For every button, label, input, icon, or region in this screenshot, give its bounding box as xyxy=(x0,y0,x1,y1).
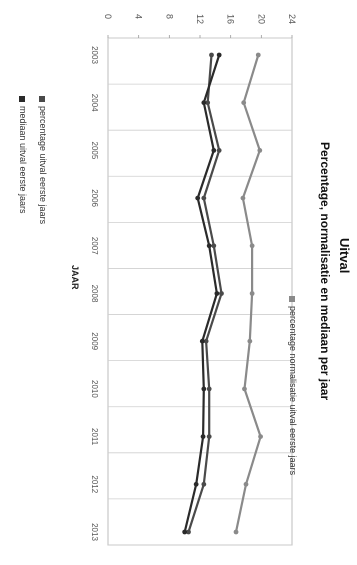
legend-swatch-percentage xyxy=(39,96,46,102)
legend-item-mediaan: mediaan uitval eerste jaars xyxy=(18,96,28,214)
series-point xyxy=(211,148,217,153)
legend-item-percentage: percentage uitval eerste jaars xyxy=(38,96,48,224)
chart-subtitle: Percentage, normalisatie en mediaan per … xyxy=(318,142,332,401)
series-point xyxy=(206,386,212,392)
y-tick-label: 12 xyxy=(195,14,205,24)
y-tick-label: 24 xyxy=(287,14,297,24)
series-point xyxy=(186,529,191,535)
series-point xyxy=(216,148,222,153)
legend-label-normalisatie: percentage normalisatie uitval eerste ja… xyxy=(288,306,298,476)
series-point xyxy=(242,386,247,392)
x-tick-label: 2006 xyxy=(90,189,99,207)
legend-label-mediaan: mediaan uitval eerste jaars xyxy=(18,106,28,214)
series-point xyxy=(201,100,207,106)
series-point xyxy=(205,100,211,106)
legend-item-normalisatie: percentage normalisatie uitval eerste ja… xyxy=(288,296,298,475)
series-point xyxy=(195,195,201,201)
y-tick-label: 0 xyxy=(103,14,113,19)
series-point xyxy=(247,338,253,344)
series-point xyxy=(249,243,255,249)
series-point xyxy=(243,481,249,487)
series-point xyxy=(219,291,224,296)
y-tick-label: 20 xyxy=(256,14,266,24)
series-point xyxy=(258,434,263,439)
series-point xyxy=(216,52,222,58)
series-point xyxy=(240,195,246,201)
x-tick-label: 2012 xyxy=(90,475,99,493)
legend-swatch-normalisatie xyxy=(289,296,296,302)
series-point xyxy=(214,291,220,296)
series-point xyxy=(211,243,217,249)
x-tick-label: 2011 xyxy=(90,428,99,446)
series-point xyxy=(255,52,261,58)
series-point xyxy=(209,52,214,58)
x-tick-label: 2004 xyxy=(90,94,99,112)
x-tick-label: 2009 xyxy=(90,332,99,350)
series-point xyxy=(206,243,212,249)
y-tick-label: 8 xyxy=(164,14,174,19)
plot-area xyxy=(107,37,293,546)
x-tick-label: 2005 xyxy=(90,142,99,160)
x-tick-label: 2010 xyxy=(90,380,99,398)
x-tick-label: 2013 xyxy=(90,523,99,541)
x-tick-label: 2008 xyxy=(90,285,99,303)
series-point xyxy=(203,338,209,344)
series-point xyxy=(200,434,206,439)
series-point xyxy=(257,148,263,153)
series-point xyxy=(233,529,239,535)
x-axis-title: JAAR xyxy=(70,265,80,290)
series-point xyxy=(206,434,212,439)
series-point xyxy=(201,386,207,392)
series-point xyxy=(249,291,255,296)
series-line xyxy=(234,54,262,533)
legend-label-percentage: percentage uitval eerste jaars xyxy=(38,106,48,225)
series-point xyxy=(241,100,247,106)
y-tick-label: 4 xyxy=(134,14,144,19)
series-point xyxy=(201,481,207,487)
legend-swatch-mediaan xyxy=(19,96,26,102)
series-point xyxy=(201,195,207,201)
series-point xyxy=(193,481,199,487)
chart-title: Uitval xyxy=(337,238,352,274)
series-point xyxy=(182,529,188,535)
y-tick-label: 16 xyxy=(226,14,236,24)
series-point xyxy=(199,338,205,344)
x-tick-label: 2003 xyxy=(90,46,99,64)
x-tick-label: 2007 xyxy=(90,237,99,255)
